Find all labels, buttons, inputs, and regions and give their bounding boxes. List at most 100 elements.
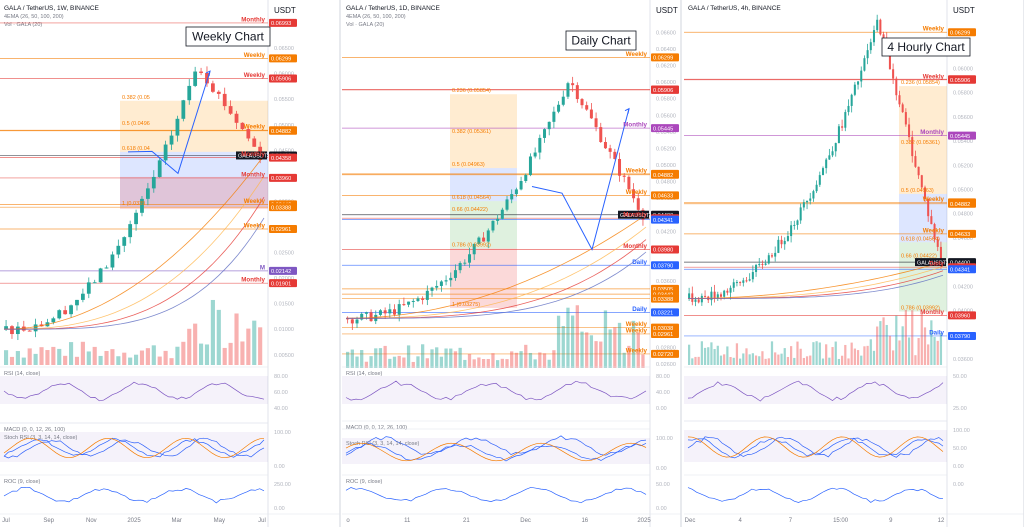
indicator-signal-line	[3, 437, 265, 459]
volume-bar	[547, 359, 551, 368]
candle-body	[468, 254, 472, 263]
candle-body	[63, 310, 68, 315]
candle-body	[911, 137, 914, 157]
candle-body	[818, 175, 821, 185]
candle-body	[613, 151, 617, 159]
volume-bar	[193, 323, 198, 365]
candle-body	[104, 267, 109, 269]
volume-bar	[552, 350, 556, 368]
candle-body	[608, 148, 612, 152]
candle-body	[122, 237, 127, 246]
candle-body	[491, 220, 495, 231]
volume-bar	[707, 347, 710, 365]
volume-bar	[406, 345, 411, 368]
candle-body	[472, 243, 476, 255]
candle-body	[439, 281, 443, 286]
price-tick-label: 0.04500	[274, 148, 294, 154]
level-price-value: 0.04341	[653, 218, 673, 224]
currency-label: USDT	[274, 6, 296, 15]
candle-body	[857, 81, 860, 85]
level-price-value: 0.06993	[271, 21, 291, 27]
candle-body	[790, 225, 793, 237]
level-price-value: 0.04341	[950, 267, 970, 273]
candle-body	[575, 85, 579, 100]
volume-bar	[580, 331, 584, 368]
fib-level-label: 0.5 (0.04963)	[452, 162, 485, 168]
volume-bar	[860, 355, 863, 365]
volume-bar	[882, 317, 885, 365]
candle-body	[407, 301, 411, 305]
candle-body	[898, 95, 901, 105]
level-timeframe-tag: Weekly	[244, 124, 266, 131]
indicator-axis-label: 100.00	[274, 430, 291, 436]
volume-bar	[104, 350, 109, 365]
candle-body	[98, 268, 103, 283]
candle-body	[632, 189, 636, 199]
level-price-value: 0.02961	[653, 332, 673, 338]
candle-body	[397, 304, 401, 315]
price-tick-label: 0.02000	[274, 276, 294, 282]
indicator-axis-label: 80.00	[274, 374, 288, 380]
price-tick-label: 0.06600	[656, 30, 676, 36]
volume-bar	[589, 335, 594, 368]
candle-body	[86, 282, 91, 294]
candle-body	[697, 299, 700, 303]
symbol-tag-bg	[915, 258, 946, 267]
candle-body	[519, 181, 523, 190]
level-price-tag	[651, 349, 679, 358]
candle-body	[742, 280, 745, 283]
candle-body	[524, 174, 528, 182]
volume-bar	[729, 357, 732, 365]
panel-background	[0, 0, 340, 527]
projection-arrow	[205, 70, 211, 77]
volume-bar	[866, 345, 869, 365]
indicator-axis-label: 60.00	[274, 390, 288, 396]
candle-body	[187, 85, 192, 101]
volume-bar	[783, 348, 786, 365]
fib-zone	[899, 145, 947, 194]
volume-bar	[240, 341, 245, 365]
level-timeframe-tag: Monthly	[920, 129, 944, 136]
candle-body	[825, 159, 828, 169]
candle-body	[543, 129, 547, 138]
candle-body	[739, 282, 742, 284]
volume-bar	[825, 344, 828, 365]
volume-bar	[519, 351, 523, 368]
volume-bar	[812, 342, 815, 365]
level-timeframe-tag: Weekly	[626, 347, 648, 354]
candle-body	[216, 91, 221, 94]
candle-body	[463, 262, 467, 264]
time-tick-label: 15:00	[833, 518, 849, 524]
symbol-tag-bg	[236, 151, 267, 160]
volume-bar	[853, 348, 856, 365]
candle-body	[713, 291, 716, 299]
indicator-name: Stoch RSI (3, 3, 14, 14, close)	[4, 435, 78, 441]
indicator-name: MACD (0, 0, 12, 26, 100)	[346, 425, 407, 431]
level-timeframe-tag: Monthly	[623, 212, 647, 219]
level-price-tag	[269, 74, 297, 83]
volume-bar	[9, 356, 15, 365]
price-tick-label: 0.02500	[274, 251, 294, 257]
volume-bar	[739, 358, 742, 365]
volume-bar	[163, 350, 168, 365]
fib-level-label: 0.786 (0.03992)	[452, 243, 491, 249]
candle-body	[876, 19, 879, 31]
time-tick-label: Jul	[2, 518, 10, 524]
volume-bar	[222, 347, 227, 365]
volume-bar	[895, 315, 898, 365]
candle-body	[533, 152, 537, 157]
volume-bar	[528, 352, 533, 368]
level-price-tag	[651, 170, 679, 179]
indicator-axis-label: 250.00	[274, 482, 291, 488]
candle-body	[140, 198, 144, 213]
level-price-value: 0.02720	[653, 352, 673, 358]
level-timeframe-tag: Monthly	[241, 16, 265, 23]
level-price-value: 0.06299	[653, 56, 673, 62]
indicator-line	[345, 380, 647, 401]
candle-body	[199, 71, 203, 73]
volume-bar	[608, 329, 612, 368]
fib-level-label: 0.382 (0.05361)	[901, 140, 940, 146]
projection-path	[531, 108, 630, 251]
candle-body	[694, 299, 697, 302]
